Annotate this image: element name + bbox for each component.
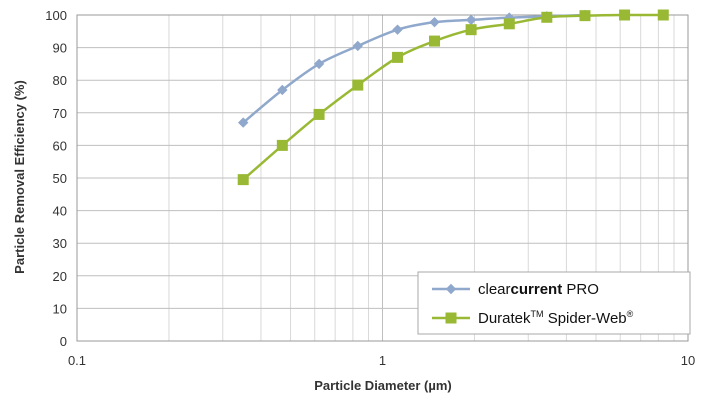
series-line-clearcurrent — [242, 13, 586, 124]
y-tick-label: 20 — [53, 269, 67, 284]
data-point-clearcurrent — [392, 24, 403, 35]
data-point-duratek — [392, 51, 404, 63]
x-tick-label: 10 — [681, 353, 695, 368]
data-point-duratek — [276, 139, 288, 151]
y-tick-label: 70 — [53, 106, 67, 121]
data-point-duratek — [579, 10, 591, 22]
data-point-duratek — [619, 9, 631, 21]
y-axis-title: Particle Removal Efficiency (%) — [12, 80, 27, 274]
y-tick-label: 0 — [60, 334, 67, 349]
y-tick-label: 30 — [53, 236, 67, 251]
y-tick-label: 50 — [53, 171, 67, 186]
y-tick-label: 100 — [45, 8, 67, 23]
data-point-clearcurrent — [277, 84, 288, 96]
data-point-duratek — [503, 18, 515, 30]
series-layer — [237, 9, 669, 186]
data-point-clearcurrent — [238, 117, 249, 128]
data-point-duratek — [352, 79, 364, 91]
legend-marker-shape — [445, 312, 457, 324]
legend-marker-shape — [445, 283, 457, 295]
data-point-duratek — [313, 108, 325, 120]
data-point-clearcurrent — [352, 40, 363, 52]
legend: clearcurrent PRO DuratekTM Spider-Web® — [417, 271, 691, 335]
series-line-duratek — [242, 13, 664, 181]
data-point-clearcurrent — [429, 16, 440, 28]
legend-box — [417, 271, 691, 335]
x-tick-label: 0.1 — [68, 353, 86, 368]
y-tick-label: 80 — [53, 73, 67, 88]
plot-area-frame — [76, 14, 689, 342]
legend-label-duratek: DuratekTM Spider-Web® — [478, 309, 634, 327]
legend-marker-clearcurrent — [445, 283, 457, 295]
legend-marker-duratek — [445, 312, 457, 324]
data-point-duratek — [465, 24, 477, 36]
x-axis-title: Particle Diameter (µm) — [314, 378, 452, 393]
series-clearcurrent — [238, 9, 591, 128]
y-tick-label: 90 — [53, 41, 67, 56]
data-point-duratek — [237, 174, 249, 186]
series-duratek — [237, 9, 669, 186]
y-tick-label: 40 — [53, 204, 67, 219]
y-tick-label: 10 — [53, 301, 67, 316]
y-tick-label: 60 — [53, 138, 67, 153]
data-point-clearcurrent — [313, 58, 325, 70]
data-point-duratek — [657, 9, 669, 21]
data-point-duratek — [429, 35, 441, 47]
data-point-duratek — [541, 11, 553, 23]
legend-label-clearcurrent: clearcurrent PRO — [478, 281, 599, 298]
x-tick-label: 1 — [379, 353, 386, 368]
